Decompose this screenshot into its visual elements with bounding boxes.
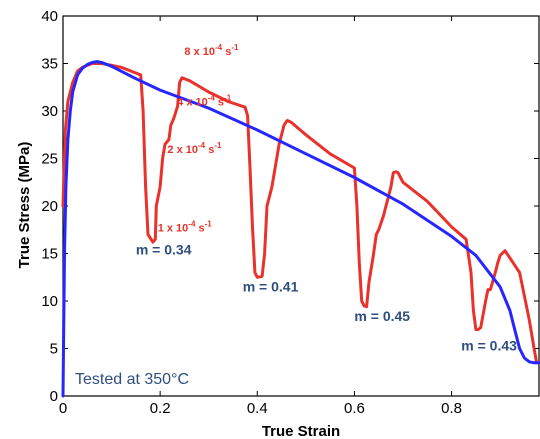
x-tick-label: 0.8 xyxy=(441,400,462,417)
strain-rate-sensitivity-label: m = 0.45 xyxy=(354,308,410,324)
y-tick-label: 5 xyxy=(50,341,58,358)
y-tick-label: 25 xyxy=(41,151,58,168)
y-tick-label: 30 xyxy=(41,103,58,120)
x-tick-label: 0.4 xyxy=(247,400,268,417)
strain-rate-label: 2 x 10-4 s-1 xyxy=(167,141,222,156)
strain-rate-sensitivity-label: m = 0.43 xyxy=(461,337,517,353)
strain-rate-label: 4 x 10-4 s-1 xyxy=(177,93,232,108)
x-tick-label: 0.6 xyxy=(344,400,365,417)
red-series-line xyxy=(61,62,540,365)
annotation-group: m = 0.34 m = 0.41 m = 0.45 m = 0.43 8 x 10-4… xyxy=(75,43,517,388)
y-tick-label: 15 xyxy=(41,246,58,263)
y-tick-label: 35 xyxy=(41,56,58,73)
y-axis-label: True Stress (MPa) xyxy=(16,142,33,269)
x-tick-label: 0.2 xyxy=(150,400,171,417)
series-group xyxy=(61,60,540,398)
strain-rate-label: 1 x 10-4 s-1 xyxy=(158,220,213,235)
y-tick-label: 20 xyxy=(41,198,58,215)
strain-rate-sensitivity-label: m = 0.34 xyxy=(136,241,192,257)
x-axis-label: True Strain xyxy=(262,423,340,439)
blue-series-line xyxy=(61,60,540,398)
y-tick-label: 40 xyxy=(41,8,58,25)
test-condition-label: Tested at 350°C xyxy=(75,371,189,388)
strain-rate-sensitivity-label: m = 0.41 xyxy=(243,279,299,295)
x-tick-label: 0 xyxy=(59,400,67,417)
y-tick-label: 0 xyxy=(50,388,58,405)
y-tick-label: 10 xyxy=(41,293,58,310)
strain-rate-label: 8 x 10-4 s-1 xyxy=(184,43,239,58)
tick-group: 0 0.2 0.4 0.6 0.8 0 5 10 15 20 25 30 35 40 xyxy=(41,8,539,417)
